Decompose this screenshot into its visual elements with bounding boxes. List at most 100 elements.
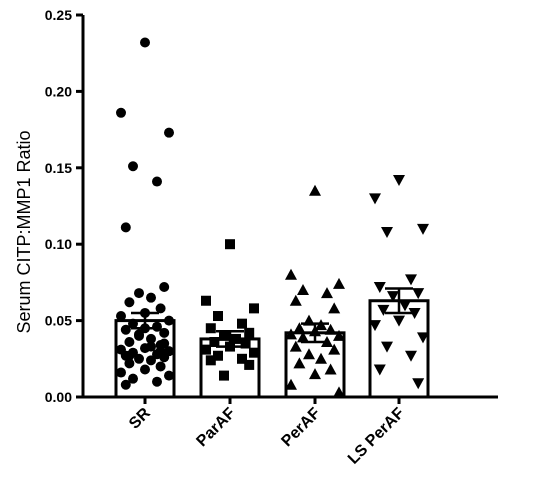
data-point [164, 127, 174, 138]
data-point [324, 363, 337, 375]
data-point [387, 291, 399, 303]
data-point [408, 307, 421, 319]
y-tick-label: 0.15 [45, 160, 72, 176]
data-point [155, 303, 166, 314]
data-point [412, 378, 425, 390]
data-point [201, 295, 211, 306]
data-point [240, 338, 251, 349]
x-tick-label: ParAF [193, 405, 239, 451]
data-point [124, 358, 135, 369]
data-point [219, 330, 229, 341]
data-point [134, 288, 144, 299]
y-tick-label: 0.00 [45, 389, 72, 405]
data-point [309, 184, 321, 196]
data-point [146, 355, 156, 366]
data-point [120, 324, 131, 335]
data-point [159, 338, 170, 349]
data-point [116, 311, 126, 322]
data-point [405, 274, 417, 286]
data-points [116, 37, 429, 398]
data-point [231, 333, 241, 344]
data-point [285, 378, 297, 390]
data-point [381, 226, 393, 238]
y-axis-title: Serum CITP:MMP1 Ratio [14, 130, 34, 333]
data-point [152, 376, 162, 387]
data-point [237, 353, 247, 364]
data-point [120, 379, 131, 390]
data-point [124, 336, 135, 347]
data-point [297, 284, 309, 296]
data-point [116, 367, 126, 378]
data-point [399, 300, 411, 312]
data-point [377, 304, 390, 316]
data-point [164, 315, 174, 326]
data-point [159, 327, 170, 338]
data-point [381, 341, 393, 353]
data-point [393, 175, 405, 187]
data-point [373, 364, 386, 376]
data-point [289, 294, 302, 306]
data-point [249, 303, 259, 314]
data-point [209, 336, 220, 347]
data-point [244, 359, 255, 370]
data-point [373, 281, 386, 293]
data-point [328, 302, 341, 314]
x-tick-label: PerAF [278, 405, 324, 451]
data-point [333, 277, 345, 289]
x-axis: SR ParAF PerAF LS PerAF [83, 395, 498, 468]
data-point [116, 107, 126, 118]
y-tick-label: 0.25 [45, 7, 72, 23]
data-point [205, 323, 216, 334]
data-point [303, 348, 315, 360]
data-point [124, 297, 135, 308]
x-tick-label: SR [126, 404, 154, 432]
data-point [417, 332, 429, 344]
y-tick-label: 0.20 [45, 83, 72, 99]
data-point [155, 361, 166, 372]
data-point [333, 329, 345, 341]
data-point [120, 222, 131, 233]
data-point [128, 318, 138, 329]
data-point [134, 353, 144, 364]
data-point [140, 364, 150, 375]
data-point [293, 357, 306, 369]
data-point [289, 340, 302, 352]
data-point [285, 328, 297, 340]
data-point [213, 311, 223, 322]
data-point [146, 333, 156, 344]
data-point [237, 318, 247, 329]
data-point [219, 370, 229, 381]
data-point [328, 343, 341, 355]
data-point [159, 281, 170, 292]
data-point [297, 331, 309, 343]
data-point [128, 161, 138, 172]
data-point [244, 327, 255, 338]
data-point [369, 320, 381, 332]
data-point [309, 368, 321, 380]
y-axis: 0.00 0.05 0.10 0.15 0.20 0.25 [45, 7, 85, 405]
data-point [249, 347, 259, 358]
data-point [155, 346, 166, 357]
data-point [201, 344, 211, 355]
data-point [412, 288, 425, 300]
y-tick-label: 0.05 [45, 313, 72, 329]
data-point [405, 350, 417, 362]
data-point [324, 323, 337, 335]
data-point [164, 370, 174, 381]
data-point [321, 287, 333, 299]
data-point [285, 268, 297, 280]
data-point [140, 37, 150, 48]
data-point [213, 350, 223, 361]
y-tick-label: 0.10 [45, 236, 72, 252]
data-point [134, 329, 144, 340]
data-point [146, 292, 156, 303]
data-point [152, 176, 162, 187]
data-point [393, 315, 405, 327]
data-point [417, 223, 429, 235]
data-point [315, 352, 327, 364]
data-point [293, 322, 306, 334]
data-point [205, 355, 216, 366]
error-bars [131, 287, 413, 348]
data-point [146, 341, 156, 352]
